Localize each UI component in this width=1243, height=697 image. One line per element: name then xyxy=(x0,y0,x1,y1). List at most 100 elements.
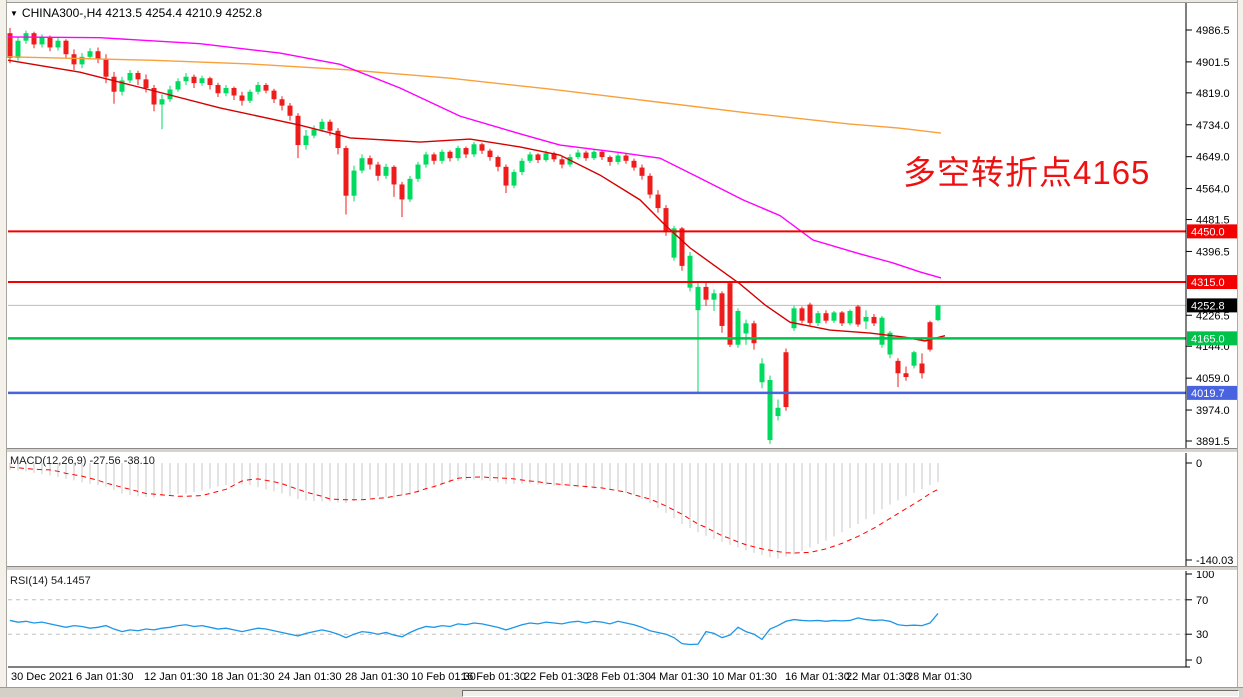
candle-body xyxy=(631,160,637,168)
candle-body xyxy=(831,312,837,321)
candle-body xyxy=(327,121,333,131)
candle-body xyxy=(439,151,445,161)
candle-body xyxy=(775,407,781,417)
candle-body xyxy=(63,40,69,55)
candle-body xyxy=(367,158,373,165)
price-badge-label: 4252.8 xyxy=(1191,300,1225,312)
price-badge-label: 4019.7 xyxy=(1191,388,1225,400)
candle-body xyxy=(727,283,733,345)
candle-body xyxy=(175,81,181,90)
candle-body xyxy=(39,36,45,45)
candle-body xyxy=(935,305,941,321)
time-axis[interactable]: 30 Dec 2021 6 Jan 01:30 12 Jan 01:30 18 Jan… xyxy=(0,669,1243,686)
candle-body xyxy=(895,360,901,374)
candle-body xyxy=(447,151,453,159)
price-badge-label: 4315.0 xyxy=(1191,277,1225,289)
window-top-edge xyxy=(0,0,1243,3)
candle-body xyxy=(183,76,189,82)
price-badge-label: 4450.0 xyxy=(1191,226,1225,238)
ma-mid-magenta xyxy=(7,36,942,279)
candle-body xyxy=(15,40,21,58)
candle-body xyxy=(7,33,13,58)
price-badge-label: 4165.0 xyxy=(1191,333,1225,345)
candle-body xyxy=(511,172,517,186)
time-axis-label: 24 Jan 01:30 xyxy=(278,671,342,683)
chart-title-text: CHINA300-,H4 4213.5 4254.4 4210.9 4252.8 xyxy=(21,6,263,20)
time-axis-label: 22 Mar 01:30 xyxy=(846,671,911,683)
candle-body xyxy=(927,322,933,350)
candle-body xyxy=(271,90,277,100)
price-axis-label: 4986.5 xyxy=(1196,25,1230,37)
candle-body xyxy=(255,84,261,92)
candle-body xyxy=(215,84,221,94)
time-axis-label: 16 Mar 01:30 xyxy=(785,671,850,683)
candle-body xyxy=(487,150,493,158)
candle-body xyxy=(911,352,917,366)
time-axis-label: 6 Jan 01:30 xyxy=(76,671,134,683)
macd-label: MACD(12,26,9) -27.56 -38.10 xyxy=(10,455,155,467)
candle-body xyxy=(191,76,197,84)
price-axis-label: 4819.0 xyxy=(1196,88,1230,100)
chart-title[interactable]: ▼ CHINA300-,H4 4213.5 4254.4 4210.9 4252.… xyxy=(10,6,262,20)
candle-body xyxy=(703,286,709,300)
price-badge xyxy=(1187,385,1237,400)
candle-body xyxy=(863,316,869,322)
rsi-axis-label: 70 xyxy=(1196,595,1208,607)
candle-body xyxy=(743,323,749,334)
candle-body xyxy=(623,155,629,161)
candle-body xyxy=(247,91,253,101)
macd-axis-label: 0 xyxy=(1196,458,1202,470)
panel-separator-2[interactable] xyxy=(2,566,1238,571)
candle-body xyxy=(279,99,285,106)
price-badge xyxy=(1187,275,1237,290)
candle-body xyxy=(735,310,741,345)
candle-body xyxy=(503,166,509,186)
time-axis-label: 10 Mar 01:30 xyxy=(712,671,777,683)
candle-body xyxy=(199,78,205,84)
bottom-inset-box xyxy=(462,690,1239,697)
candle-body xyxy=(391,166,397,185)
candle-body xyxy=(399,184,405,200)
candle-body xyxy=(119,80,125,92)
time-axis-label: 30 Dec 2021 xyxy=(11,671,74,683)
candle-body xyxy=(47,36,53,48)
candle-body xyxy=(519,160,525,173)
candle-body xyxy=(79,56,85,65)
candle-body xyxy=(479,144,485,151)
candle-body xyxy=(463,148,469,155)
candle-body xyxy=(103,59,109,77)
price-axis-label: 4564.0 xyxy=(1196,184,1230,196)
candle-body xyxy=(615,155,621,162)
price-axis-label: 4059.0 xyxy=(1196,373,1230,385)
candle-body xyxy=(887,332,893,355)
candle-body xyxy=(31,33,37,45)
rsi-axis-label: 100 xyxy=(1196,569,1214,581)
panel-separator-1[interactable] xyxy=(2,448,1238,453)
price-axis-label: 4396.5 xyxy=(1196,246,1230,258)
candle-body xyxy=(535,154,541,161)
candle-body xyxy=(919,363,925,374)
candle-body xyxy=(639,167,645,176)
candle-body xyxy=(807,304,813,323)
annotation-text[interactable]: 多空转折点4165 xyxy=(903,154,1151,191)
candle-body xyxy=(527,154,533,161)
price-axis-label: 4649.0 xyxy=(1196,152,1230,164)
price-axis-label: 4901.5 xyxy=(1196,57,1230,69)
candle-body xyxy=(311,129,317,136)
candle-body xyxy=(407,178,413,200)
chevron-down-icon[interactable]: ▼ xyxy=(10,9,18,18)
ma-fast-red xyxy=(7,59,946,342)
candle-body xyxy=(791,308,797,329)
price-badge xyxy=(1187,331,1237,346)
candle-body xyxy=(767,380,773,441)
time-axis-label: 28 Feb 01:30 xyxy=(586,671,651,683)
candle-body xyxy=(607,157,613,162)
candle-body xyxy=(111,76,117,92)
price-axis-label: 4481.5 xyxy=(1196,215,1230,227)
candle-body xyxy=(303,135,309,146)
candle-body xyxy=(751,323,757,344)
candle-body xyxy=(559,159,565,165)
candle-body xyxy=(719,293,725,326)
candle-body xyxy=(543,153,549,161)
